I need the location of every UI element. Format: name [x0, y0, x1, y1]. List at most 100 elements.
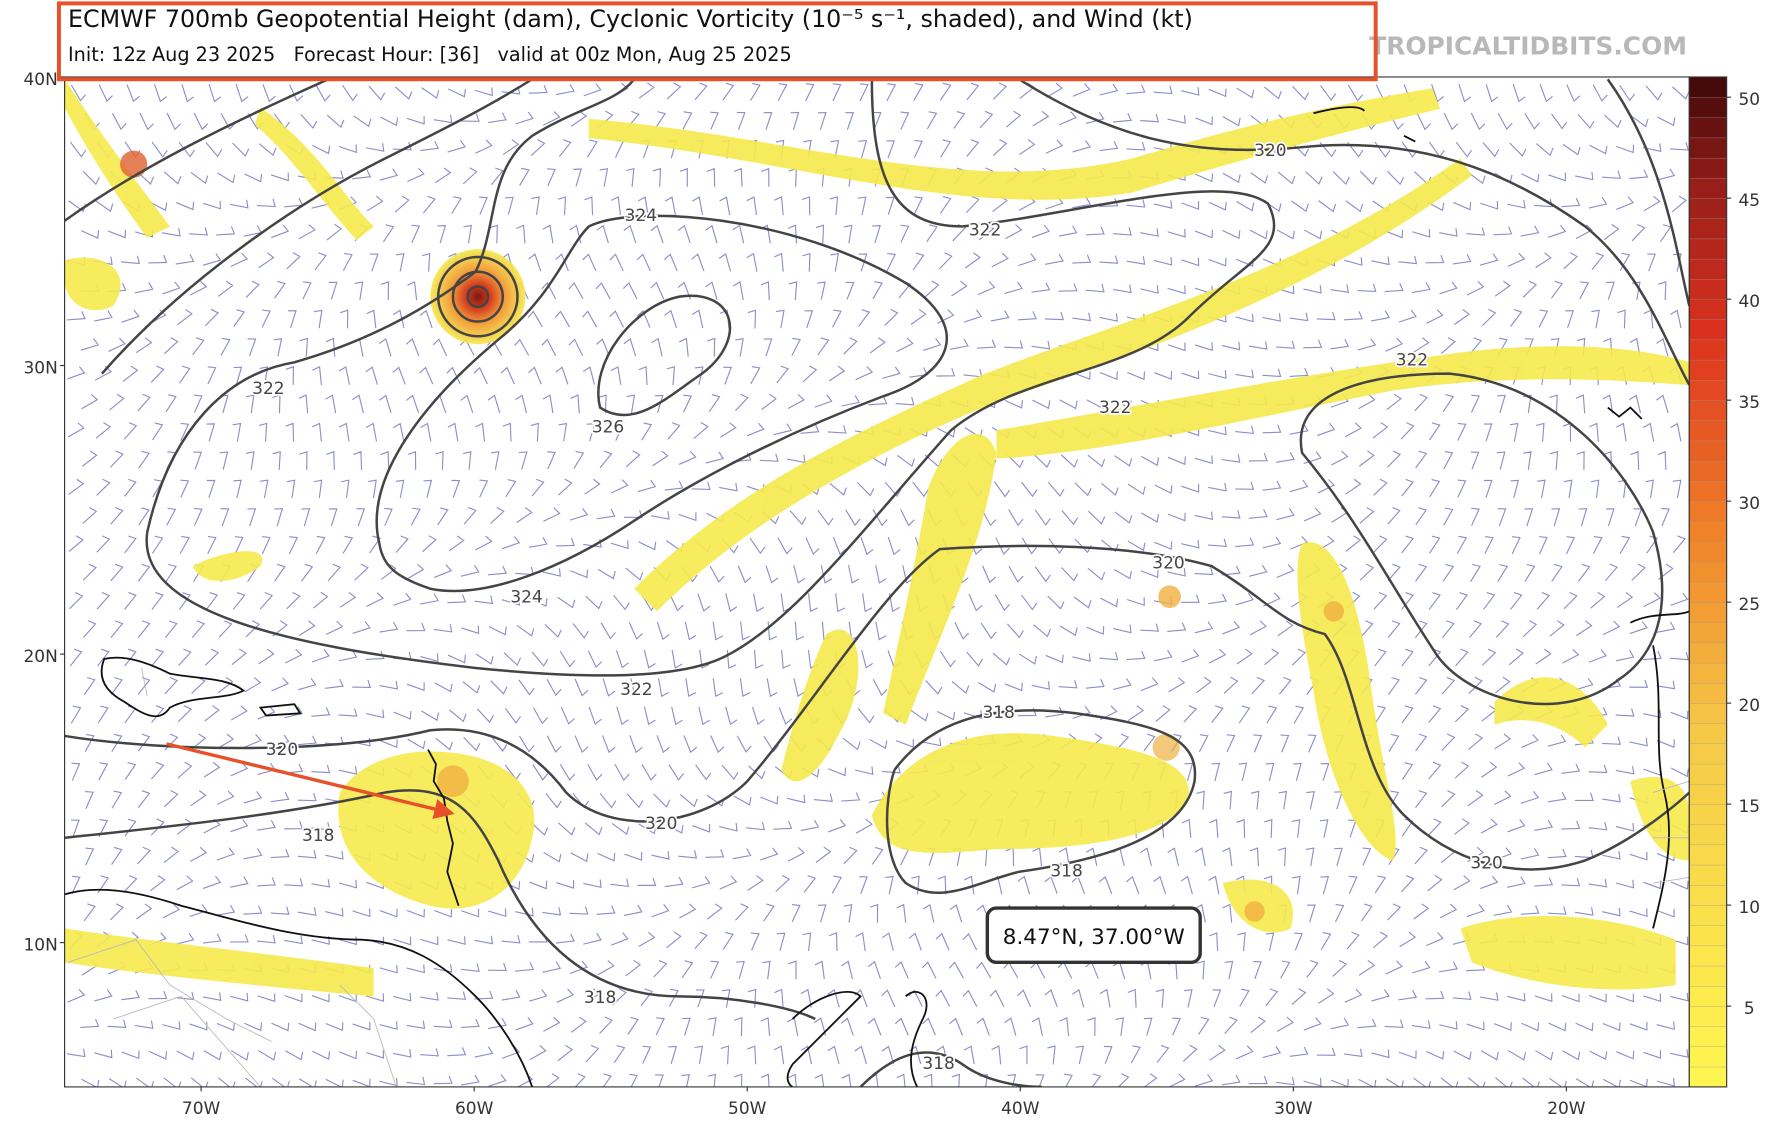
contour-label: 318: [922, 1054, 954, 1074]
lon-label: 20W: [1547, 1099, 1586, 1119]
wind-barb-row: [70, 82, 1690, 103]
colorbar-cell: [1689, 1066, 1727, 1088]
colorbar-cell: [1689, 157, 1727, 179]
colorbar: 5 10 15 20 25 30 35 40 45 50: [1688, 76, 1760, 1088]
contour-label: 324: [625, 206, 657, 226]
colorbar-cell: [1689, 97, 1727, 118]
colorbar-cell: [1689, 743, 1727, 765]
lon-label: 50W: [728, 1099, 767, 1119]
colorbar-cell: [1689, 420, 1727, 442]
contour-label: 320: [645, 814, 677, 834]
subtitle: Init: 12z Aug 23 2025 Forecast Hour: [36…: [68, 43, 792, 66]
contour-label: 326: [592, 417, 624, 437]
colorbar-cell: [1689, 258, 1727, 280]
map-area: 322 324 326 324 322 320 322 322 320 322 320 318 320 3…: [64, 76, 1690, 1087]
colorbar-cell: [1689, 480, 1727, 502]
contour-label: 322: [969, 220, 1001, 240]
tooltip: 8.47°N, 37.00°W: [1003, 925, 1185, 950]
wind-barb-row: [68, 535, 1686, 556]
contour-label: 322: [620, 680, 652, 700]
colorbar-cell: [1689, 399, 1727, 421]
wind-barb-row: [68, 195, 1687, 216]
lat-label: 20N: [24, 647, 58, 667]
colorbar-cell: [1689, 1005, 1727, 1027]
vorticity-shading: [64, 79, 1690, 997]
contour-label: 320: [266, 740, 298, 760]
lon-label: 70W: [182, 1099, 221, 1119]
annotation-arrow: [166, 742, 455, 819]
colorbar-label: 40: [1738, 292, 1760, 312]
colorbar-label: 50: [1738, 90, 1760, 110]
colorbar-label: 20: [1738, 696, 1760, 716]
colorbar-cell: [1689, 76, 1727, 98]
wind-barb-row: [67, 988, 1689, 1008]
lat-label: 30N: [24, 358, 58, 378]
colorbar-cell: [1689, 278, 1727, 300]
colorbar-cell: [1689, 440, 1727, 462]
colorbar-label: 10: [1738, 898, 1760, 918]
contour-label: 318: [982, 703, 1014, 723]
contour-label: 318: [1050, 861, 1082, 881]
colorbar-frame: [1688, 76, 1728, 1088]
colorbar-cell: [1689, 581, 1727, 603]
contour-label: 320: [1470, 853, 1502, 873]
colorbar-cell: [1689, 662, 1727, 684]
colorbar-cell: [1689, 460, 1727, 482]
colorbar-cell: [1689, 359, 1727, 381]
colorbar-cell: [1689, 601, 1727, 623]
colorbar-cell: [1689, 379, 1727, 401]
wind-barb-row: [83, 903, 1675, 923]
colorbar-cell: [1689, 1046, 1727, 1068]
colorbar-cell: [1689, 137, 1727, 159]
colorbar-label: 15: [1738, 797, 1760, 817]
lon-label: 40W: [1001, 1099, 1040, 1119]
colorbar-cell: [1689, 339, 1727, 361]
colorbar-cell: [1689, 521, 1727, 543]
colorbar-cell: [1689, 925, 1727, 947]
contour-label: 322: [1099, 398, 1131, 418]
colorbar-cell: [1689, 238, 1727, 260]
colorbar-cell: [1689, 702, 1727, 724]
colorbar-cell: [1689, 541, 1727, 563]
colorbar-cell: [1689, 319, 1727, 341]
contour-label: 320: [1254, 141, 1286, 161]
colorbar-cell: [1689, 985, 1727, 1007]
watermark: TROPICALTIDBITS.COM: [1369, 31, 1687, 60]
contour-labels: 322 324 326 324 322 320 322 322 320 322 320 318 320 3…: [250, 140, 1504, 1076]
title-highlight: [56, 1, 1378, 82]
colorbar-cell: [1689, 642, 1727, 664]
colorbar-label: 45: [1738, 191, 1760, 211]
colorbar-cell: [1689, 1026, 1727, 1048]
wind-barb-row: [80, 337, 1669, 357]
contour-label: 318: [302, 826, 334, 846]
contour-label: 322: [252, 379, 284, 399]
lat-label: 40N: [24, 70, 58, 90]
colorbar-cell: [1689, 945, 1727, 967]
colorbar-cell: [1689, 117, 1727, 139]
colorbar-cell: [1689, 965, 1727, 987]
colorbar-label: 5: [1744, 999, 1755, 1019]
colorbar-label: 35: [1738, 393, 1760, 413]
wind-barb-row: [66, 1044, 1689, 1065]
lon-label: 30W: [1274, 1099, 1313, 1119]
contour-label: 324: [510, 587, 542, 607]
colorbar-cell: [1689, 198, 1727, 219]
colorbar-cell: [1689, 622, 1727, 644]
colorbar-cell: [1689, 783, 1727, 805]
colorbar-cell: [1689, 824, 1727, 846]
colorbar-cell: [1689, 803, 1727, 825]
colorbar-cell: [1689, 500, 1727, 522]
coastlines: [64, 106, 1690, 1087]
axes: 40N 30N 20N 10N 70W 60W 50W 40W 30W 20W: [24, 70, 1586, 1119]
colorbar-label: 25: [1738, 595, 1760, 615]
contour-label: 318: [584, 988, 616, 1008]
vorticity-maxima: [120, 150, 1344, 922]
contour-label: 320: [1152, 553, 1184, 573]
contour-label: 322: [1396, 351, 1428, 371]
wind-barb-row: [81, 1073, 1675, 1087]
colorbar-cell: [1689, 177, 1727, 199]
title: ECMWF 700mb Geopotential Height (dam), C…: [68, 5, 1193, 33]
height-contours: [64, 78, 1690, 1087]
